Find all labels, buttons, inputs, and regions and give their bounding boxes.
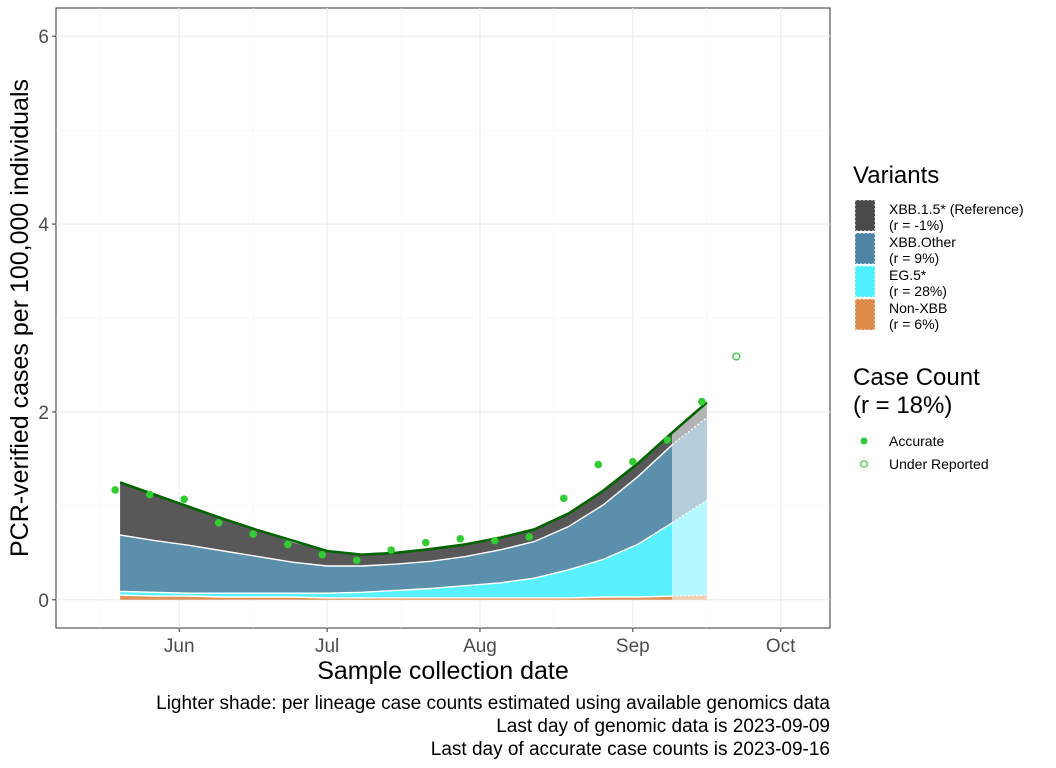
legend-case-title-line2: (r = 18%) bbox=[853, 392, 952, 419]
legend-label: EG.5* bbox=[889, 267, 927, 283]
point-accurate bbox=[111, 486, 119, 494]
legend-key bbox=[854, 232, 876, 265]
legend-variants-title: Variants bbox=[853, 162, 939, 189]
point-accurate bbox=[352, 556, 361, 565]
boundary-xbb-other-estimated bbox=[671, 417, 708, 446]
point-accurate bbox=[490, 536, 499, 545]
y-axis: 0 2 4 6 bbox=[38, 27, 56, 612]
legend-key bbox=[854, 298, 876, 331]
x-tick-label: Oct bbox=[766, 636, 796, 657]
x-tick-label: Sep bbox=[616, 636, 650, 657]
legend-case-label: Under Reported bbox=[889, 456, 989, 472]
point-accurate bbox=[456, 534, 465, 543]
area-non-xbb bbox=[120, 595, 673, 600]
total-line-group bbox=[119, 401, 708, 556]
y-tick-label: 6 bbox=[38, 27, 49, 48]
point-accurate bbox=[318, 550, 327, 559]
total-line bbox=[119, 401, 708, 556]
boundary-non-xbb bbox=[120, 594, 673, 599]
legend-cases: Accurate Under Reported bbox=[860, 433, 989, 472]
grid bbox=[56, 8, 830, 628]
point-accurate bbox=[421, 538, 430, 547]
legend-label: XBB.1.5* (Reference) bbox=[889, 201, 1024, 217]
point-accurate bbox=[180, 495, 188, 504]
legend-point-accurate bbox=[860, 437, 868, 445]
legend-label: Non-XBB bbox=[889, 300, 947, 316]
area-xbb-other bbox=[120, 444, 673, 594]
case-points bbox=[111, 352, 741, 565]
x-tick-label: Jun bbox=[164, 636, 195, 657]
boundary-non-xbb-estimated bbox=[672, 594, 707, 597]
legend-key bbox=[854, 265, 876, 298]
legend-label: XBB.Other bbox=[889, 234, 956, 250]
y-tick-label: 4 bbox=[38, 215, 49, 236]
y-tick-label: 2 bbox=[38, 403, 49, 424]
legend-case-title-line1: Case Count bbox=[853, 364, 980, 391]
area-xbb-other-estimated bbox=[672, 417, 707, 523]
caption-line-2: Last day of genomic data is 2023-09-09 bbox=[496, 716, 830, 737]
point-accurate bbox=[387, 546, 396, 554]
x-axis: Jun Jul Aug Sep Oct bbox=[164, 628, 796, 657]
legend-label-r: (r = 6%) bbox=[889, 316, 939, 332]
point-under-reported bbox=[732, 352, 741, 361]
point-accurate bbox=[249, 530, 257, 538]
point-accurate bbox=[525, 533, 534, 541]
point-accurate bbox=[594, 460, 603, 469]
point-accurate bbox=[283, 540, 292, 549]
point-accurate bbox=[629, 457, 637, 466]
caption-line-3: Last day of accurate case counts is 2023… bbox=[431, 739, 830, 760]
area-eg-5-estimated bbox=[672, 500, 707, 597]
caption: Lighter shade: per lineage case counts e… bbox=[156, 693, 830, 760]
legend-label-r: (r = 28%) bbox=[889, 283, 947, 299]
legend-point-under-reported bbox=[860, 460, 868, 468]
point-accurate bbox=[663, 436, 672, 444]
area-xbb-1-5-reference bbox=[120, 432, 673, 566]
boundary-eg-5 bbox=[120, 522, 673, 594]
legend-label-r: (r = 9%) bbox=[889, 250, 939, 266]
stacked-areas bbox=[120, 403, 707, 600]
x-tick-label: Jul bbox=[315, 636, 339, 657]
boundary-eg-5-estimated bbox=[671, 499, 708, 524]
point-accurate bbox=[145, 490, 154, 499]
point-accurate bbox=[559, 494, 568, 503]
legend-key bbox=[854, 199, 876, 232]
y-axis-title: PCR-verified cases per 100,000 individua… bbox=[6, 79, 34, 557]
x-axis-title: Sample collection date bbox=[317, 657, 569, 685]
point-accurate bbox=[698, 397, 706, 406]
legend: Variants XBB.1.5* (Reference)(r = -1%)XB… bbox=[853, 162, 1024, 472]
legend-label-r: (r = -1%) bbox=[889, 217, 944, 233]
legend-variants: XBB.1.5* (Reference)(r = -1%)XBB.Other(r… bbox=[854, 199, 1024, 332]
y-tick-label: 0 bbox=[38, 591, 49, 612]
area-eg-5 bbox=[120, 522, 673, 598]
boundary-xbb-other bbox=[119, 444, 673, 567]
point-accurate bbox=[214, 518, 223, 527]
caption-line-1: Lighter shade: per lineage case counts e… bbox=[156, 693, 830, 714]
x-tick-label: Aug bbox=[463, 636, 497, 657]
legend-case-label: Accurate bbox=[889, 433, 944, 449]
area-xbb-1-5-reference-estimated bbox=[672, 403, 707, 445]
area-boundaries bbox=[119, 417, 708, 599]
